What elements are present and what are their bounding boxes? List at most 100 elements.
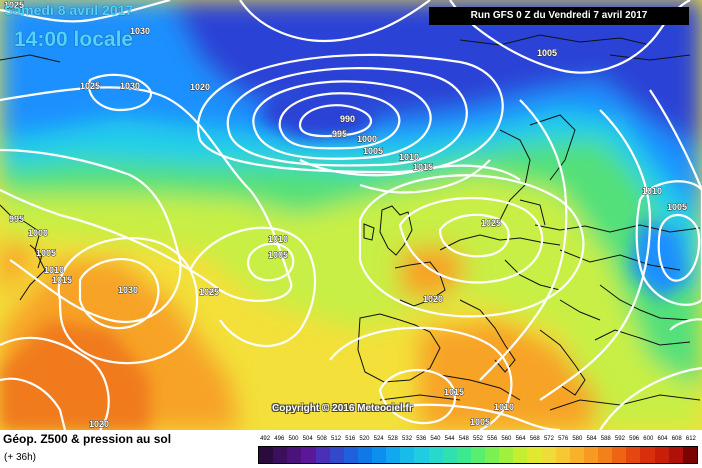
forecast-lead-time: (+ 36h) (4, 452, 36, 463)
scale-swatch (499, 447, 514, 463)
legend-title: Géop. Z500 & pression au sol (3, 432, 172, 446)
scale-swatch (527, 447, 542, 463)
isobar-label: 1025 (4, 0, 24, 10)
model-run-label: Run GFS 0 Z du Vendredi 7 avril 2017 (429, 7, 689, 25)
scale-swatch (682, 447, 697, 463)
scale-label: 508 (316, 436, 327, 442)
scale-label: 496 (274, 436, 285, 442)
scale-swatch (315, 447, 330, 463)
scale-swatch (400, 447, 415, 463)
scale-swatch (513, 447, 528, 463)
scale-swatch (386, 447, 401, 463)
forecast-date: Samedi 8 avril 2017 (4, 2, 134, 18)
isobar-label: 1005 (36, 248, 56, 258)
scale-label: 592 (614, 436, 625, 442)
isobar-label: 1005 (363, 146, 383, 156)
scale-label: 608 (671, 436, 682, 442)
copyright-notice: Copyright © 2016 Meteociel.fr (272, 403, 413, 414)
isobar-label: 990 (340, 114, 355, 124)
scale-swatch (569, 447, 584, 463)
isobar-label: 1005 (537, 48, 557, 58)
scale-label: 532 (402, 436, 413, 442)
isobar-label: 1005 (470, 417, 490, 427)
scale-label: 596 (629, 436, 640, 442)
isobar-label: 1010 (494, 402, 514, 412)
scale-swatch (442, 447, 457, 463)
scale-swatch (456, 447, 471, 463)
isobar-label: 1020 (423, 294, 443, 304)
scale-label: 580 (572, 436, 583, 442)
scale-swatch (273, 447, 288, 463)
isobars (0, 0, 702, 430)
scale-swatch (640, 447, 655, 463)
isobar-label: 995 (332, 129, 347, 139)
scale-label: 564 (515, 436, 526, 442)
scale-label: 560 (501, 436, 512, 442)
scale-label: 504 (302, 436, 313, 442)
isobar-label: 1025 (80, 81, 100, 91)
isobar-label: 1025 (199, 287, 219, 297)
isobar-labels: 1025 1030 1025 1030 1020 990 995 1000 10… (4, 0, 688, 429)
scale-label: 588 (600, 436, 611, 442)
scale-label: 528 (387, 436, 398, 442)
isobar-label: 1030 (118, 285, 138, 295)
isobar-label: 1015 (52, 275, 72, 285)
scale-swatch (612, 447, 627, 463)
scale-label: 512 (331, 436, 342, 442)
scale-label: 520 (359, 436, 370, 442)
scale-swatch (555, 447, 570, 463)
scale-swatch (259, 447, 274, 463)
scale-label: 600 (643, 436, 654, 442)
scale-label: 500 (288, 436, 299, 442)
isobar-label: 995 (9, 214, 24, 224)
scale-label: 524 (373, 436, 384, 442)
scale-label: 540 (430, 436, 441, 442)
weather-map: 1025 1030 1025 1030 1020 990 995 1000 10… (0, 0, 702, 430)
scale-label: 492 (260, 436, 271, 442)
scale-swatch (626, 447, 641, 463)
scale-swatch (343, 447, 358, 463)
scale-label: 516 (345, 436, 356, 442)
color-scale-bar (258, 446, 698, 464)
scale-label: 572 (543, 436, 554, 442)
forecast-time: 14:00 locale (14, 28, 134, 51)
scale-swatch (372, 447, 387, 463)
isobar-label: 1010 (399, 152, 419, 162)
scale-label: 544 (444, 436, 455, 442)
isobar-label: 1000 (28, 228, 48, 238)
isobar-label: 1030 (120, 81, 140, 91)
scale-label: 536 (416, 436, 427, 442)
geopotential-field (0, 0, 702, 430)
scale-swatch (668, 447, 683, 463)
color-scale-labels: 492 496 500 504 508 512 516 520 524 528 532 536 540 5… (258, 436, 698, 446)
scale-label: 552 (472, 436, 484, 442)
scale-label: 556 (487, 436, 498, 442)
scale-label: 568 (529, 436, 540, 442)
isobar-label: 1015 (444, 387, 464, 397)
isobar-label: 1030 (130, 26, 150, 36)
isobar-label: 1005 (667, 202, 687, 212)
isobar-label: 1015 (413, 162, 433, 172)
scale-swatch (470, 447, 485, 463)
isobar-label: 1010 (44, 265, 64, 275)
isobar-label: 1010 (642, 186, 662, 196)
isobar-label: 1010 (268, 234, 288, 244)
scale-label: 548 (458, 436, 469, 442)
scale-label: 604 (657, 436, 668, 442)
isobar-label: 1005 (268, 250, 288, 260)
isobar-label: 1020 (89, 419, 109, 429)
scale-swatch (428, 447, 443, 463)
scale-swatch (541, 447, 556, 463)
scale-label: 612 (685, 436, 696, 442)
scale-swatch (485, 447, 500, 463)
isobar-label: 1025 (481, 218, 501, 228)
scale-swatch (329, 447, 344, 463)
scale-swatch (598, 447, 613, 463)
scale-label: 584 (586, 436, 597, 442)
scale-swatch (301, 447, 316, 463)
scale-swatch (583, 447, 598, 463)
isobar-label: 1020 (190, 82, 210, 92)
scale-label: 576 (558, 436, 569, 442)
scale-swatch (357, 447, 372, 463)
isobar-label: 1000 (357, 134, 377, 144)
